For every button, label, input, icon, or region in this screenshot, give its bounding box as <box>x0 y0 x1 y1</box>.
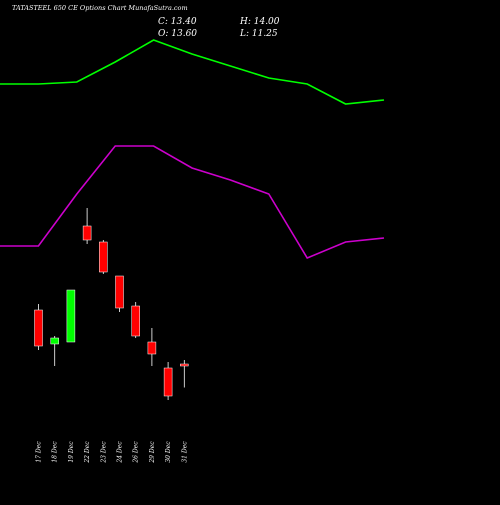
candle-body <box>82 225 92 241</box>
candle-26-dec <box>131 302 140 338</box>
candle-19-dec <box>66 289 76 343</box>
overlay-line-2 <box>0 145 385 260</box>
overlay-lines <box>0 39 385 260</box>
x-tick-label: 23 Dec <box>100 441 107 464</box>
chart-title: TATASTEEL 650 CE Options Chart MunafaSut… <box>12 4 188 12</box>
x-tick-label: 29 Dec <box>149 441 156 464</box>
candle-31-dec <box>180 360 189 388</box>
candle-18-dec <box>50 336 59 366</box>
x-tick-label: 24 Dec <box>117 441 124 464</box>
candle-body <box>66 289 76 343</box>
candle-body <box>180 363 189 367</box>
candle-30-dec <box>163 362 173 400</box>
candle-body <box>147 341 157 355</box>
candle-body <box>34 309 43 347</box>
candle-body <box>115 275 124 309</box>
overlay-line-1 <box>0 39 385 105</box>
candle-body <box>50 337 59 345</box>
candle-body <box>163 367 173 397</box>
candle-body <box>99 241 108 273</box>
candle-29-dec <box>147 328 157 366</box>
candle-22-dec <box>82 208 92 244</box>
candles <box>34 208 189 400</box>
x-tick-label: 30 Dec <box>165 441 172 463</box>
close-value: C: 13.40 <box>158 17 197 27</box>
x-tick-label: 19 Dec <box>68 441 75 463</box>
candle-23-dec <box>99 240 108 274</box>
x-tick-label: 17 Dec <box>36 441 43 463</box>
x-axis-labels: 17 Dec 18 Dec 19 Dec 22 Dec 23 Dec 24 Dec 26 D… <box>36 441 189 464</box>
x-tick-label: 18 Dec <box>52 441 59 463</box>
x-tick-label: 22 Dec <box>84 441 91 464</box>
x-tick-label: 26 Dec <box>133 441 140 464</box>
candle-body <box>131 305 140 337</box>
high-value: H: 14.00 <box>239 17 280 27</box>
open-value: O: 13.60 <box>158 29 197 39</box>
candle-24-dec <box>115 275 124 312</box>
low-value: L: 11.25 <box>239 29 278 39</box>
x-tick-label: 31 Dec <box>181 441 188 463</box>
candle-17-dec <box>34 304 43 350</box>
